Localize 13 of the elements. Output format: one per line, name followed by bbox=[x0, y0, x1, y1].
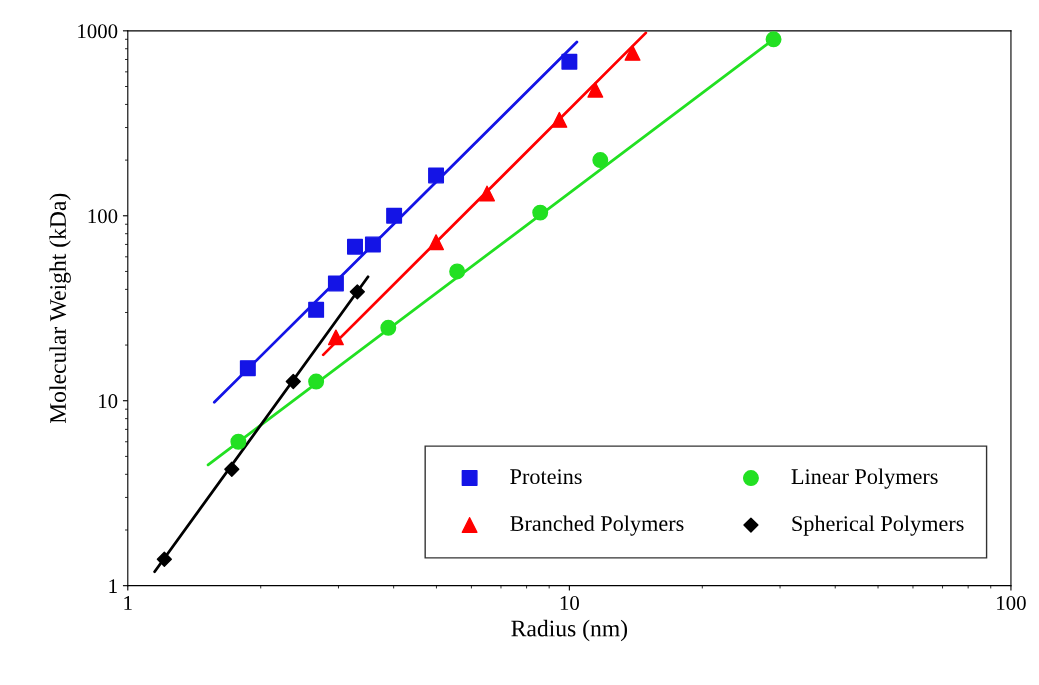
x-tick-label: 1 bbox=[124, 596, 132, 610]
legend-label: Spherical Polymers bbox=[792, 515, 964, 536]
legend-label: Branched Polymers bbox=[510, 515, 684, 536]
legend-label: Proteins bbox=[510, 469, 582, 485]
y-tick-label: 1000 bbox=[78, 24, 118, 39]
y-tick-label: 100 bbox=[88, 209, 118, 224]
x-tick-label: 100 bbox=[997, 596, 1026, 611]
x-tick-label: 10 bbox=[560, 596, 579, 611]
legend-label: Linear Polymers bbox=[791, 468, 938, 489]
y-axis-title: Molecular Weight (kDa) bbox=[49, 193, 71, 424]
y-tick-label: 1 bbox=[109, 579, 117, 593]
x-axis-title: Radius (nm) bbox=[511, 619, 628, 642]
y-tick-label: 10 bbox=[99, 394, 118, 409]
